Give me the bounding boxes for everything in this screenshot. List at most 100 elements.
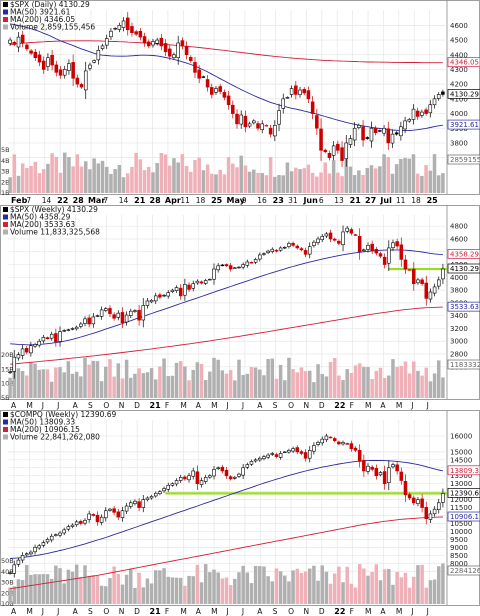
volume-bar bbox=[74, 564, 79, 604]
volume-bar bbox=[281, 175, 285, 193]
volume-bar bbox=[41, 574, 46, 604]
volume-bar bbox=[370, 572, 374, 604]
volume-bar bbox=[66, 361, 71, 398]
candle-body bbox=[224, 470, 229, 477]
candle-body bbox=[193, 62, 197, 73]
volume-bar bbox=[266, 576, 270, 604]
y-tick-label: 3800 bbox=[450, 139, 468, 147]
volume-bar bbox=[287, 581, 291, 604]
candle-body bbox=[268, 127, 273, 135]
volume-bar bbox=[183, 366, 187, 398]
candle-body bbox=[357, 236, 362, 253]
legend-swatch bbox=[3, 17, 8, 22]
candle-body bbox=[315, 115, 319, 129]
volume-bar bbox=[395, 366, 399, 398]
volume-bar bbox=[260, 173, 264, 193]
candle-body bbox=[306, 90, 311, 100]
candle-body bbox=[16, 36, 21, 48]
candle-body bbox=[386, 128, 391, 144]
candle-body bbox=[124, 505, 129, 512]
candle-body bbox=[432, 508, 437, 515]
volume-bar bbox=[170, 375, 175, 398]
candle-body bbox=[307, 246, 312, 255]
volume-bar bbox=[218, 169, 222, 193]
volume-value-label-text: 1183332 bbox=[450, 361, 480, 369]
candle-body bbox=[274, 249, 279, 252]
volume-bar bbox=[258, 369, 262, 398]
volume-bar bbox=[331, 160, 336, 193]
candle-body bbox=[220, 264, 225, 267]
candle-body bbox=[340, 147, 344, 161]
volume-bar bbox=[205, 164, 210, 193]
volume-bar bbox=[407, 158, 412, 193]
volume-bar bbox=[437, 566, 441, 604]
candle-body bbox=[8, 371, 12, 374]
candle-body bbox=[214, 88, 218, 93]
y-tick-label: 3200 bbox=[450, 325, 468, 333]
ma200-value-label-box bbox=[447, 249, 480, 259]
candle-body bbox=[420, 498, 424, 508]
candle-body bbox=[20, 34, 25, 44]
volume-bar bbox=[71, 166, 75, 193]
volume-bar bbox=[153, 570, 158, 604]
candle-body bbox=[295, 245, 300, 249]
candle-body bbox=[373, 128, 378, 133]
candle-body bbox=[319, 128, 323, 151]
volume-bar bbox=[224, 577, 229, 604]
candle-body bbox=[205, 79, 210, 88]
candle-body bbox=[382, 127, 386, 134]
volume-bar bbox=[129, 569, 133, 604]
volume-tick-label: 20B bbox=[1, 589, 14, 597]
volume-bar bbox=[125, 173, 130, 193]
candle-body bbox=[162, 294, 166, 297]
candle-body bbox=[395, 241, 399, 247]
volume-bar bbox=[16, 579, 21, 604]
volume-bar bbox=[158, 366, 162, 398]
volume-bar bbox=[133, 373, 137, 398]
volume-bar bbox=[191, 369, 195, 398]
candle-body bbox=[278, 453, 283, 458]
y-tick-label: 8000 bbox=[450, 560, 468, 568]
candle-body bbox=[45, 337, 50, 339]
volume-bar bbox=[54, 156, 59, 193]
candle-body bbox=[8, 572, 12, 574]
ma50-value-label: 10906.15 bbox=[447, 511, 480, 522]
volume-bar bbox=[75, 154, 80, 193]
volume-bar bbox=[74, 371, 79, 398]
candle-body bbox=[295, 447, 300, 453]
ma50-value-label: 3921.61 bbox=[447, 119, 480, 130]
x-tick-label: Mar bbox=[88, 196, 105, 205]
candle-body bbox=[332, 238, 337, 241]
candle-body bbox=[320, 438, 324, 444]
candle-body bbox=[149, 496, 154, 499]
volume-bar bbox=[134, 152, 138, 193]
volume-bar bbox=[245, 373, 250, 398]
candle-body bbox=[273, 125, 277, 137]
candle-body bbox=[183, 476, 187, 480]
candle-body bbox=[228, 476, 233, 480]
candle-body bbox=[239, 114, 243, 125]
candle-body bbox=[191, 470, 195, 477]
y-tick-label: 3800 bbox=[450, 287, 468, 295]
volume-bar bbox=[340, 176, 344, 193]
volume-bar bbox=[328, 583, 333, 604]
volume-tick-label: 1B bbox=[1, 189, 10, 197]
candle-body bbox=[357, 125, 361, 128]
candle-body bbox=[420, 111, 424, 116]
x-tick-label: J bbox=[41, 607, 44, 616]
volume-bar bbox=[233, 380, 237, 398]
candle-body bbox=[328, 232, 333, 240]
volume-bar bbox=[20, 163, 25, 193]
legend-entry: Volume 11,833,325,568 bbox=[10, 228, 100, 237]
candle-body bbox=[74, 521, 79, 526]
legend-swatch bbox=[3, 222, 8, 227]
x-tick-label: 22 bbox=[334, 607, 345, 616]
x-tick-label: 18 bbox=[196, 196, 206, 205]
volume-bar bbox=[337, 375, 341, 398]
last-price-label-text: 4130.29 bbox=[450, 265, 479, 273]
volume-bar bbox=[299, 367, 304, 398]
candle-body bbox=[146, 41, 151, 47]
x-tick-label: 22 bbox=[334, 401, 345, 410]
candle-body bbox=[399, 126, 403, 137]
